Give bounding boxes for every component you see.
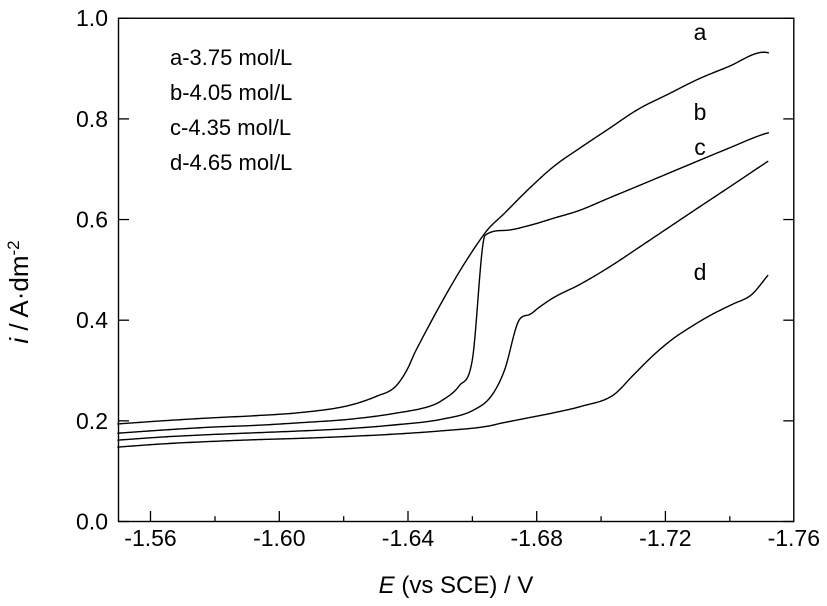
svg-text:E (vs SCE) / V: E (vs SCE) / V: [379, 572, 534, 599]
svg-text:-1.72: -1.72: [639, 525, 691, 551]
svg-text:0.0: 0.0: [76, 509, 108, 535]
svg-text:d-4.65 mol/L: d-4.65 mol/L: [170, 150, 292, 175]
svg-text:1.0: 1.0: [76, 5, 108, 31]
svg-text:0.6: 0.6: [76, 207, 108, 233]
svg-text:0.4: 0.4: [76, 307, 108, 333]
svg-text:-1.68: -1.68: [510, 525, 562, 551]
svg-text:c: c: [694, 134, 706, 160]
svg-text:d: d: [694, 259, 707, 285]
svg-text:0.2: 0.2: [76, 408, 108, 434]
svg-text:-1.56: -1.56: [124, 525, 176, 551]
svg-text:a-3.75 mol/L: a-3.75 mol/L: [170, 45, 292, 70]
svg-text:0.8: 0.8: [76, 106, 108, 132]
svg-text:c-4.35 mol/L: c-4.35 mol/L: [170, 115, 291, 140]
svg-text:-1.64: -1.64: [382, 525, 435, 551]
svg-text:b-4.05 mol/L: b-4.05 mol/L: [170, 80, 292, 105]
svg-text:-1.60: -1.60: [253, 525, 305, 551]
svg-text:b: b: [694, 99, 707, 125]
svg-text:a: a: [694, 19, 707, 45]
svg-text:-1.76: -1.76: [768, 525, 820, 551]
svg-text:i / A·dm-2: i / A·dm-2: [4, 240, 35, 343]
